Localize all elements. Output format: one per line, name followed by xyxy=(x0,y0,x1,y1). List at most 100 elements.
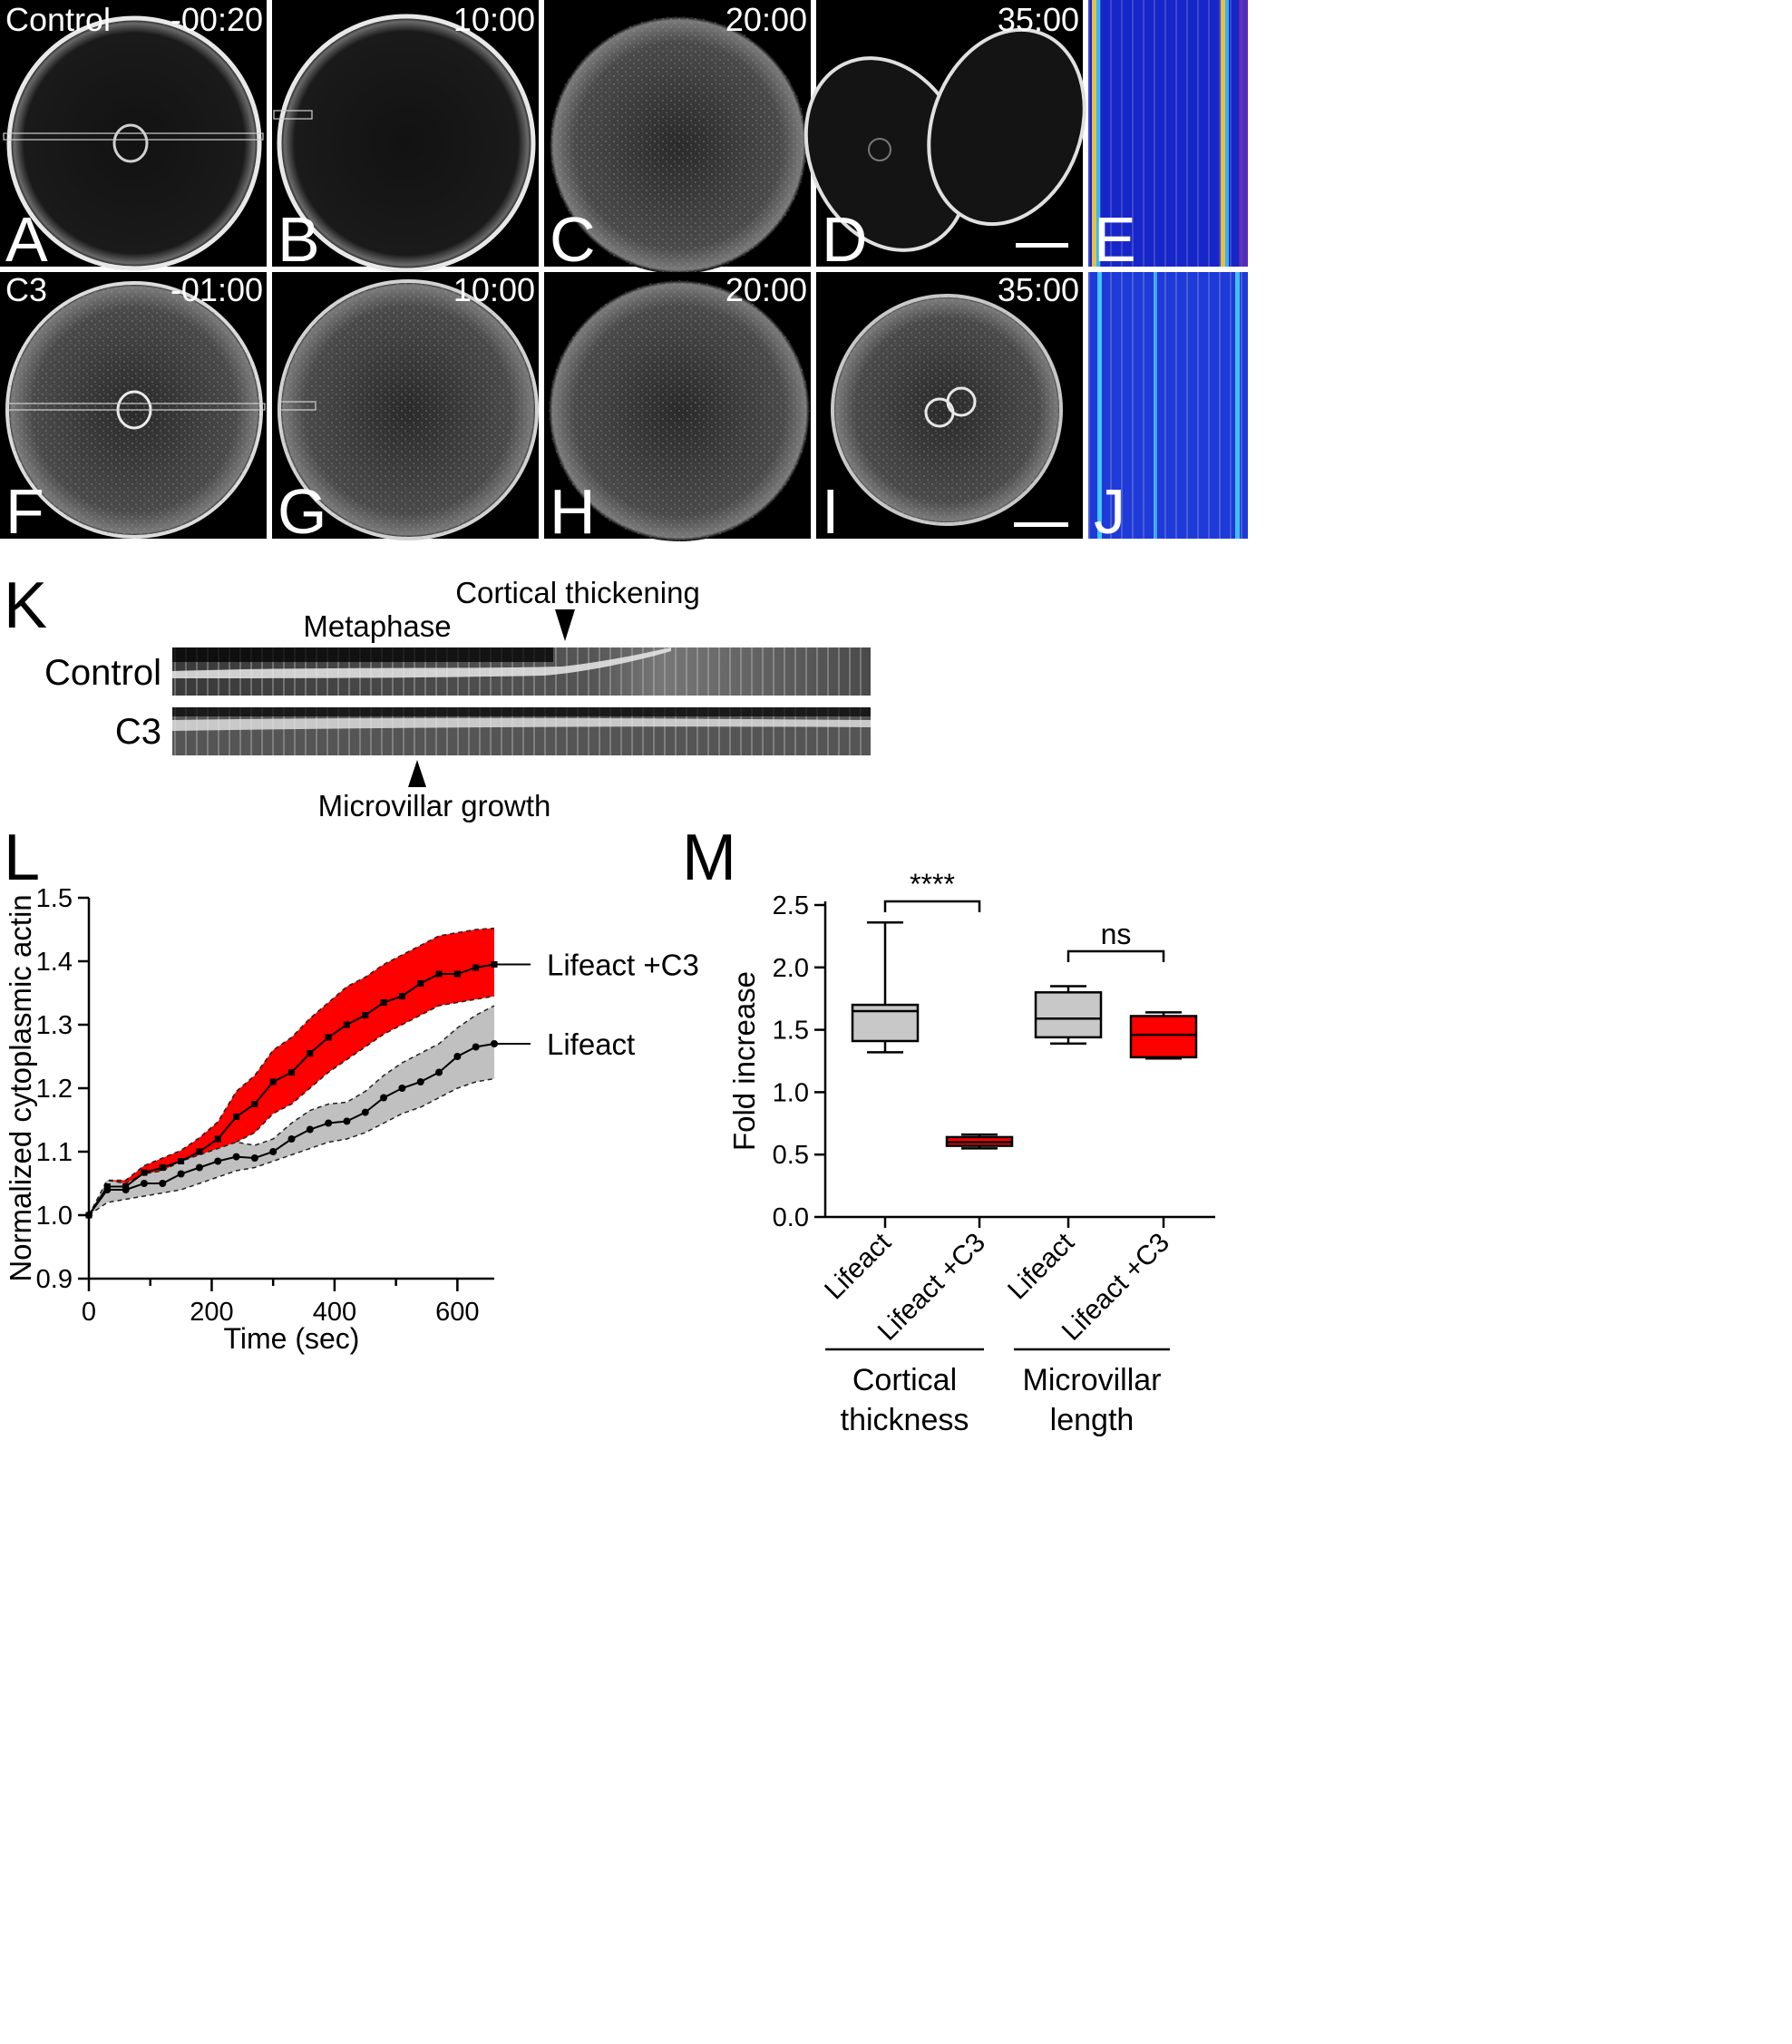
y-tick-label: 1.3 xyxy=(36,1011,73,1040)
kymo-annotation-metaphase: Metaphase xyxy=(303,609,451,643)
panel-f-letter: F xyxy=(5,476,44,547)
group-label: length xyxy=(1050,1403,1135,1437)
x-tick-label: 200 xyxy=(190,1298,233,1327)
group-label: Cortical xyxy=(852,1363,957,1397)
panel-h-letter: H xyxy=(550,476,596,547)
y-tick-label: 1.2 xyxy=(36,1075,73,1104)
significance-label: **** xyxy=(910,868,955,900)
data-point xyxy=(288,1069,295,1076)
data-point xyxy=(178,1158,185,1164)
microscopy-row-c3: C3 -01:00 F 10:00 G 20:00 H 35:00 xyxy=(0,271,1248,547)
y-tick-label: 1.0 xyxy=(773,1078,809,1107)
data-point xyxy=(141,1169,148,1176)
data-point xyxy=(325,1119,333,1127)
y-tick-label: 1.0 xyxy=(36,1202,73,1231)
x-tick-label: 0 xyxy=(82,1298,96,1327)
panel-k: K Metaphase Cortical thickening Control … xyxy=(4,569,871,822)
data-point xyxy=(195,1163,203,1172)
data-point xyxy=(214,1135,221,1143)
panel-a-time: -00:20 xyxy=(170,1,263,38)
y-tick-label: 1.5 xyxy=(773,1017,809,1046)
panel-c: 20:00 C xyxy=(544,0,811,275)
band-edge-lower xyxy=(88,1077,495,1216)
data-point xyxy=(453,970,461,978)
data-point xyxy=(159,1180,167,1187)
panel-g-letter: G xyxy=(278,476,326,547)
x-axis-label: Time (sec) xyxy=(224,1322,360,1355)
panel-i-letter: I xyxy=(822,476,839,547)
data-point xyxy=(416,1078,424,1085)
kymo-label-control: Control xyxy=(44,653,161,693)
data-point xyxy=(269,1148,278,1155)
panel-f: C3 -01:00 F xyxy=(0,271,267,547)
data-point xyxy=(196,1148,203,1155)
box-plot-m: M 0.0 0.5 1.0 1.5 2.0 2.5 Fold increase Lifeact… xyxy=(682,822,1215,1437)
y-axis-label: Normalized cytoplasmic actin xyxy=(4,894,37,1281)
panel-m-letter: M xyxy=(682,822,736,894)
panel-g-time: 10:00 xyxy=(453,271,535,308)
cortical-arrowhead xyxy=(555,609,575,641)
data-point xyxy=(140,1180,148,1187)
data-point xyxy=(159,1164,166,1171)
microscopy-row-control: Control -00:20 A 10:00 B 20:00 C 35:00 D xyxy=(0,0,1248,275)
data-point xyxy=(343,1117,351,1125)
y-tick-label: 1.1 xyxy=(36,1138,73,1167)
band-edge-upper xyxy=(88,1005,495,1216)
box xyxy=(1129,1015,1198,1059)
data-point xyxy=(233,1114,240,1120)
panel-b-letter: B xyxy=(278,204,320,275)
panel-b-time: 10:00 xyxy=(453,1,535,38)
data-point xyxy=(398,1085,406,1092)
data-point xyxy=(435,1068,443,1076)
data-point xyxy=(343,1021,350,1028)
kymo-annotation-microvillar: Microvillar growth xyxy=(318,789,551,822)
data-point xyxy=(380,999,387,1006)
panel-a-letter: A xyxy=(5,204,48,275)
panel-f-condition: C3 xyxy=(5,271,47,308)
y-tick-label: 2.5 xyxy=(773,891,809,920)
microvillar-arrowhead xyxy=(408,760,426,787)
kymograph-c3 xyxy=(172,707,871,755)
panel-j: J xyxy=(1088,272,1248,547)
panel-a-condition: Control xyxy=(5,1,111,38)
data-point xyxy=(122,1186,130,1193)
y-tick-label: 0.9 xyxy=(36,1265,73,1294)
data-point xyxy=(250,1154,258,1162)
y-tick-label: 0.0 xyxy=(773,1203,809,1232)
group-label: Microvillar xyxy=(1023,1363,1162,1397)
category-label: Lifeact xyxy=(1002,1227,1080,1305)
panel-c-time: 20:00 xyxy=(726,1,807,38)
panel-b: 10:00 B xyxy=(272,0,539,275)
panel-i-time: 35:00 xyxy=(998,271,1079,308)
panel-f-time: -01:00 xyxy=(170,271,263,308)
panel-h: 20:00 H xyxy=(544,271,811,547)
x-tick-label: 600 xyxy=(435,1298,479,1327)
data-point xyxy=(361,1108,369,1116)
y-tick-label: 1.4 xyxy=(36,948,73,977)
data-point xyxy=(453,1053,462,1060)
category-label: Lifeact xyxy=(819,1227,897,1305)
data-point xyxy=(269,1078,277,1085)
data-point xyxy=(417,980,424,987)
data-point xyxy=(472,1043,480,1051)
kymograph-control xyxy=(172,647,871,696)
data-point xyxy=(214,1157,222,1165)
panel-e: E xyxy=(1088,0,1248,275)
panel-h-time: 20:00 xyxy=(726,271,807,308)
significance-label: ns xyxy=(1101,918,1132,950)
data-point xyxy=(325,1034,332,1041)
data-point xyxy=(177,1170,185,1178)
box xyxy=(1034,991,1103,1039)
y-tick-label: 0.5 xyxy=(773,1141,809,1170)
data-point xyxy=(251,1101,258,1107)
band-lifeact xyxy=(89,1006,494,1215)
data-point xyxy=(362,1012,369,1018)
data-point xyxy=(380,1094,388,1102)
legend-label: Lifeact +C3 xyxy=(547,949,699,982)
data-point xyxy=(307,1050,314,1056)
panel-d-letter: D xyxy=(822,204,868,275)
panel-a: Control -00:20 A xyxy=(0,0,267,275)
line-chart-l: L Lifeact +C3 Lifeact 0.9 1.0 1.1 1.2 1.3 1.4 1.… xyxy=(4,822,699,1355)
panel-c-letter: C xyxy=(550,204,596,275)
